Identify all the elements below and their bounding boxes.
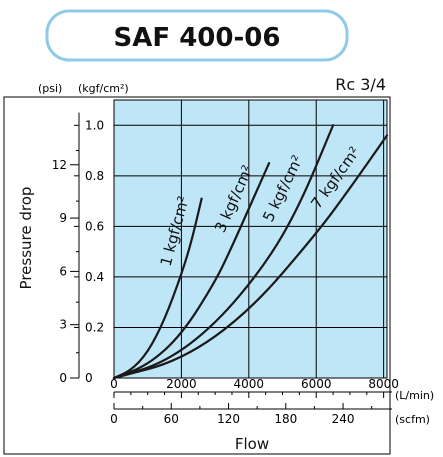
y-tick-label-kgf: 0.2 [85, 320, 104, 334]
x-tick-label-primary: 0 [110, 377, 118, 391]
series-line-2 [112, 162, 271, 380]
chart-title: SAF 400-06 [114, 23, 281, 53]
y-tick-label-kgf: 0.8 [85, 169, 104, 183]
x-tick-label-primary: 2000 [166, 377, 197, 391]
x-unit-secondary: (scfm) [395, 413, 430, 426]
y-tick-label-kgf: 0.6 [85, 219, 104, 233]
y-axis-title: Pressure drop [17, 187, 35, 290]
x-tick-label-primary: 8000 [368, 377, 399, 391]
y-tick-label-psi: 3 [59, 318, 67, 332]
y-tick-label-psi: 0 [59, 371, 67, 385]
x-tick-label-secondary: 0 [110, 412, 118, 426]
x-tick-label-primary: 6000 [301, 377, 332, 391]
x-unit-primary: (L/min) [395, 389, 434, 402]
x-tick-label-primary: 4000 [234, 377, 265, 391]
x-tick-label-secondary: 180 [274, 412, 297, 426]
y-unit-kgf: (kgf/cm²) [78, 82, 129, 95]
x-axis: 0 2000 4000 6000 8000 0 60 120 180 240 [110, 377, 399, 426]
y-tick-label-psi: 9 [59, 211, 67, 225]
y-tick-label-kgf: 0 [85, 371, 93, 385]
x-axis-title: Flow [235, 435, 269, 453]
x-tick-label-secondary: 60 [164, 412, 179, 426]
y-tick-label-psi: 6 [59, 264, 67, 278]
y-tick-label-kgf: 1.0 [85, 118, 104, 132]
y-unit-psi: (psi) [38, 82, 62, 95]
y-tick-label-psi: 12 [52, 158, 67, 172]
chart-frame [3, 96, 391, 455]
y-axis: 0 0.2 0.4 0.6 0.8 1.0 0 3 6 9 12 [52, 112, 104, 385]
chart-subtitle: Rc 3/4 [335, 75, 386, 94]
y-tick-label-kgf: 0.4 [85, 270, 104, 284]
x-tick-label-secondary: 240 [332, 412, 355, 426]
title-badge [45, 9, 349, 62]
series-line-4 [112, 134, 389, 380]
x-tick-label-secondary: 120 [217, 412, 240, 426]
